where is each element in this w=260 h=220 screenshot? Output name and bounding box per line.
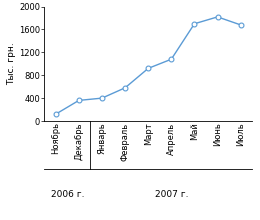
Text: 2006 г.: 2006 г. <box>50 190 84 199</box>
Text: 2007 г.: 2007 г. <box>154 190 188 199</box>
Y-axis label: Тыс. грн.: Тыс. грн. <box>7 42 16 85</box>
